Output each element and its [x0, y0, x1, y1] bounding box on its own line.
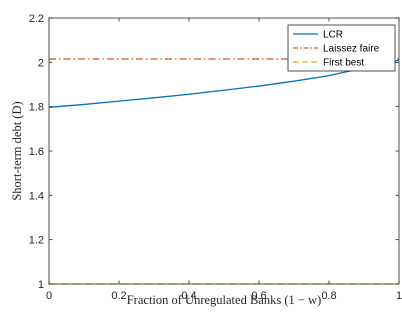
x-tick-label: 0.8: [321, 290, 336, 302]
legend: LCR Laissez faire First best: [287, 24, 396, 72]
y-tick-label: 1.2: [29, 235, 44, 247]
series-line-lcr: [48, 59, 400, 108]
ticks-layer: 0 0.2 0.4 0.6 0.8 1 1 1.2 1.4 1.6 1.8 2 2.2: [29, 13, 402, 302]
x-axis-title: Fraction of Unregulated Banks (1 − w): [127, 293, 322, 307]
x-tick-label: 0.6: [251, 290, 266, 302]
y-tick-label: 2.2: [29, 13, 44, 25]
legend-label: LCR: [323, 30, 343, 41]
x-tick-label: 0: [46, 290, 52, 302]
x-tick-label: 1: [396, 290, 402, 302]
y-tick-label: 1.4: [29, 190, 44, 202]
legend-label: First best: [323, 58, 364, 69]
x-tick-label: 0.4: [181, 290, 196, 302]
y-tick-label: 2: [38, 57, 44, 69]
y-axis-title: Short-term debt (D): [10, 101, 24, 200]
plot-frame: [48, 17, 400, 285]
y-tick-label: 1: [38, 279, 44, 291]
x-tick-label: 0.2: [111, 290, 126, 302]
legend-label: Laissez faire: [323, 44, 380, 55]
y-tick-label: 1.8: [29, 102, 44, 114]
y-tick-label: 1.6: [29, 146, 44, 158]
